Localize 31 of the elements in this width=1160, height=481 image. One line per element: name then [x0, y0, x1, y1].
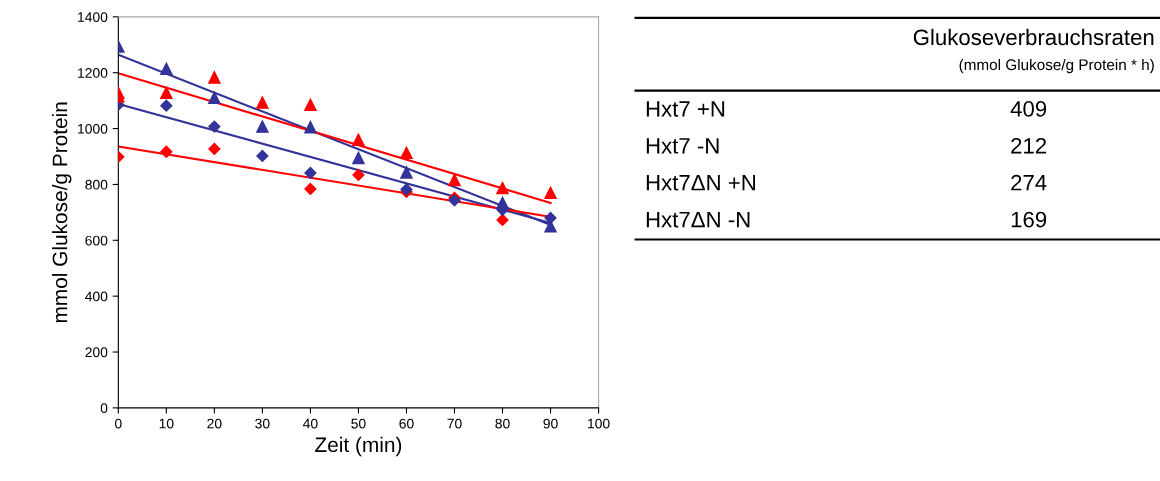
y-tick-label: 1400: [78, 12, 108, 22]
y-tick-label: 600: [85, 235, 108, 246]
category-label: Hxt7ΔN -N: [646, 211, 750, 228]
data-label: 212: [1011, 137, 1047, 154]
x-tick-label: 80: [495, 418, 510, 429]
y-tick-label: 0: [100, 403, 108, 414]
x-tick-label: 0: [115, 418, 122, 429]
x-tick-label: 100: [588, 418, 610, 429]
text: Glukoseverbrauchsraten: [913, 28, 1154, 46]
y-tick-label: 1000: [78, 123, 108, 134]
x-tick-label: 30: [255, 418, 270, 429]
x-tick-label: 50: [351, 418, 366, 429]
x-tick-label: 10: [159, 418, 174, 429]
category-label: Hxt7 +N: [646, 101, 725, 117]
y-tick-label: 800: [85, 179, 108, 190]
y-axis-title: mmol Glukose/g Protein: [52, 102, 72, 323]
y-tick-label: 400: [85, 291, 108, 302]
x-tick-label: 90: [543, 418, 558, 429]
x-tick-label: 70: [447, 418, 462, 429]
data-label: 169: [1011, 211, 1047, 228]
category-label: Hxt7 -N: [646, 138, 719, 154]
x-axis-title: Zeit (min): [315, 436, 402, 457]
data-label: 409: [1010, 101, 1047, 117]
y-tick-label: 200: [85, 347, 108, 358]
x-tick-label: 20: [207, 418, 222, 429]
x-tick-label: 40: [303, 418, 318, 429]
y-tick-label: 1200: [78, 68, 108, 78]
category-label: Hxt7ΔN +N: [646, 175, 755, 191]
x-tick-label: 60: [399, 418, 414, 429]
data-label: 274: [1011, 174, 1047, 191]
text: (mmol Glukose/g Protein * h): [959, 58, 1154, 74]
